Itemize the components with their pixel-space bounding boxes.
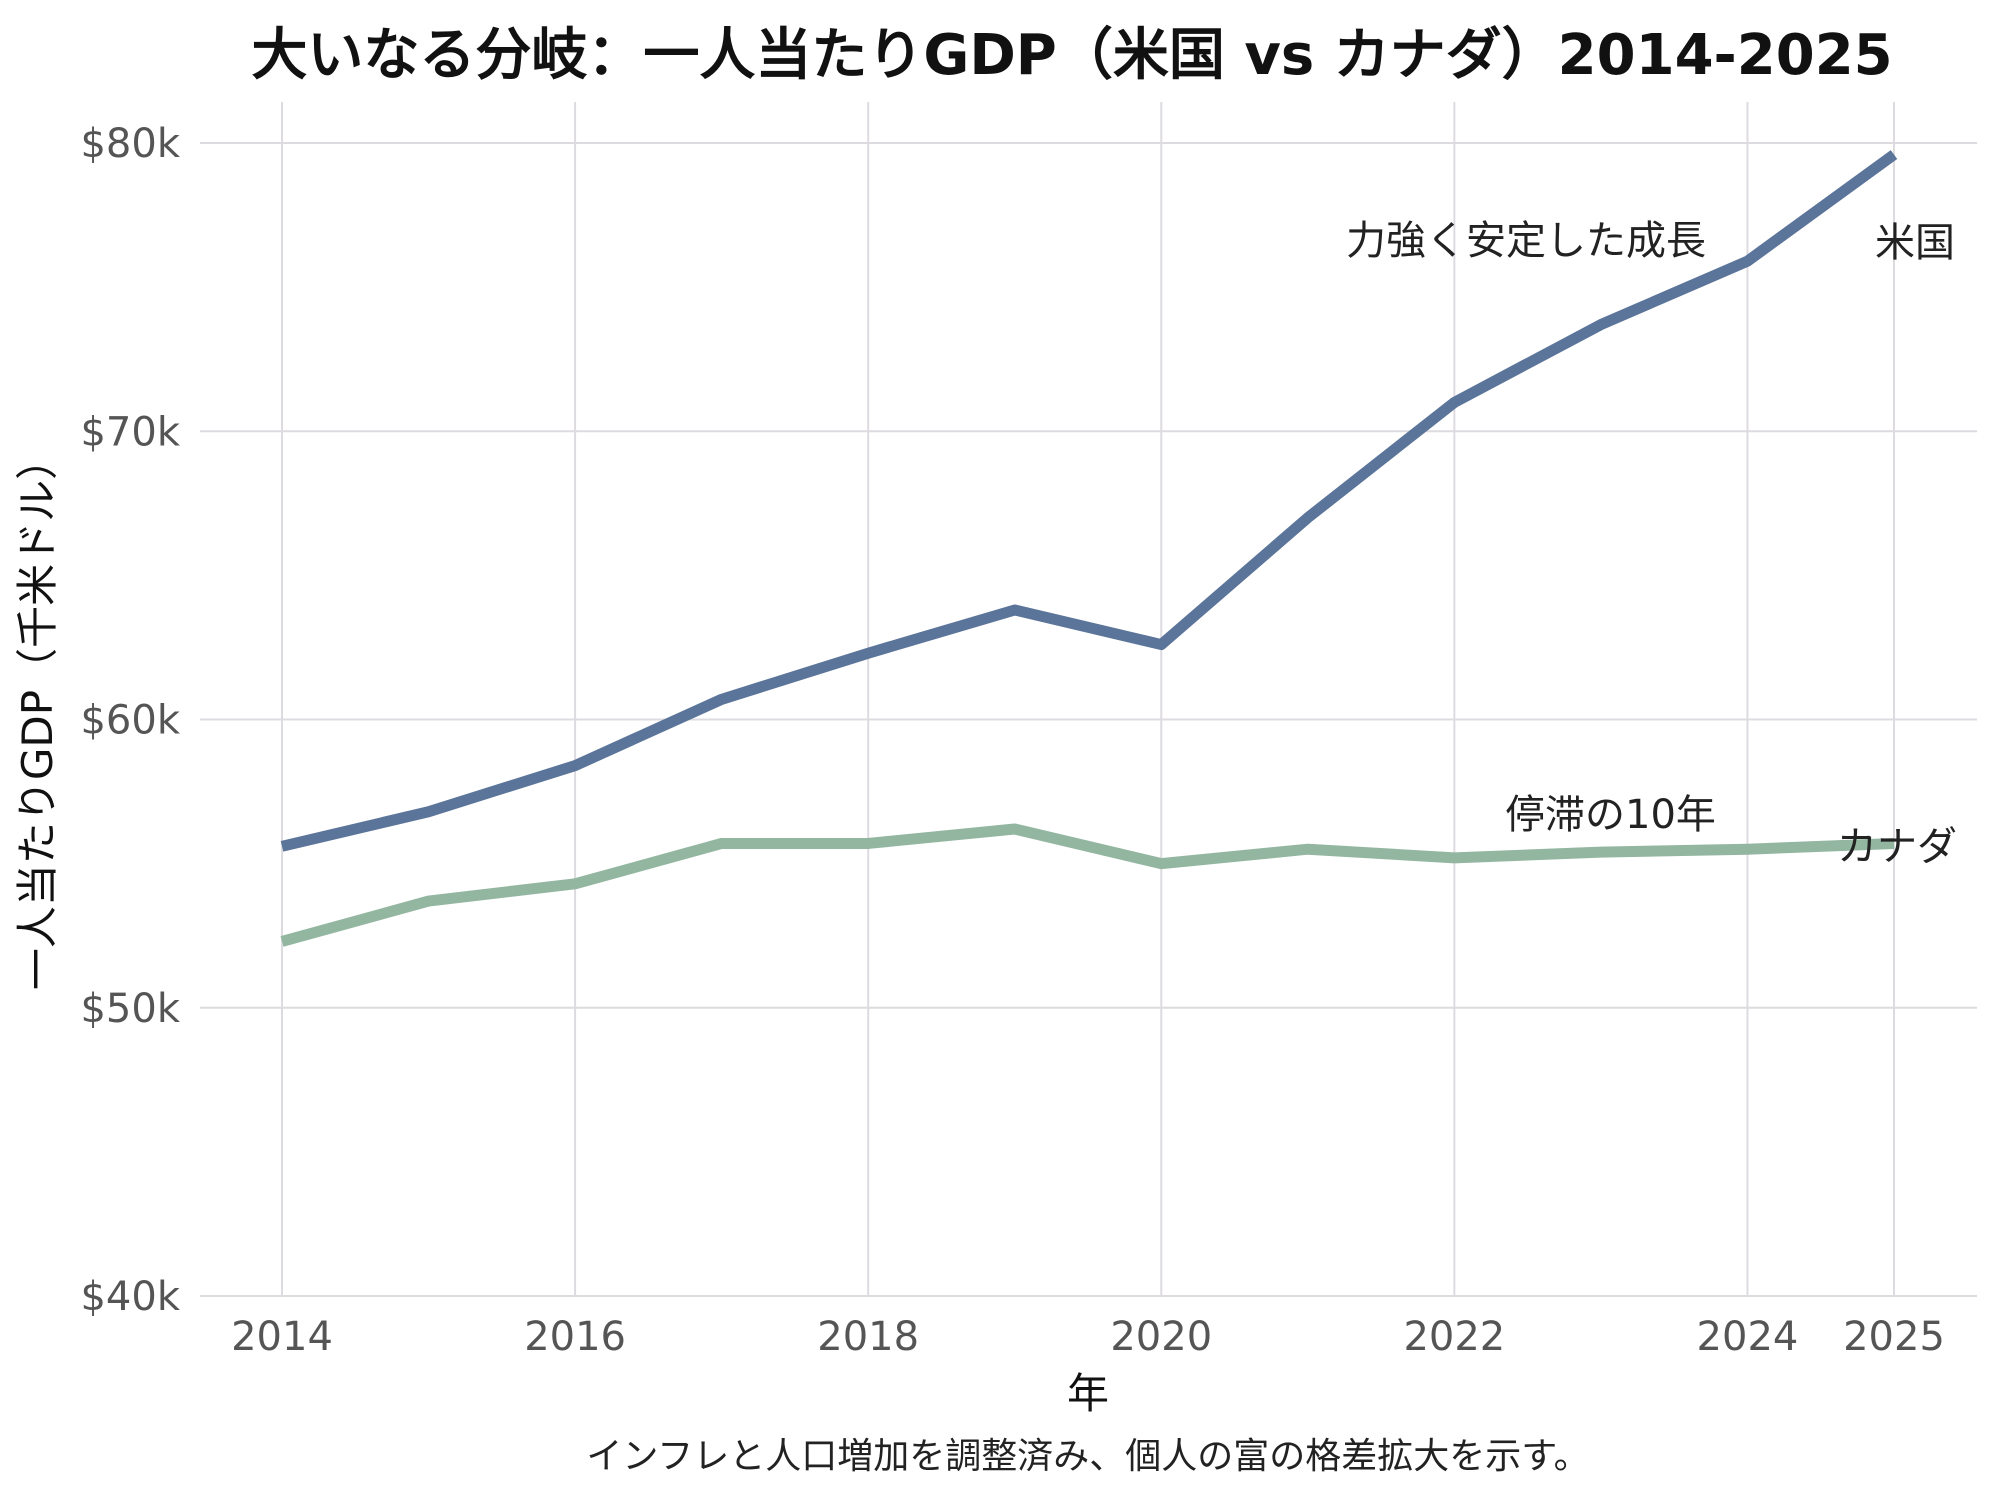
y-tick-label: $50k (80, 986, 180, 1032)
series-line-canada (280, 823, 1895, 947)
series-line-us (280, 150, 1898, 852)
x-tick-label: 2014 (231, 1314, 333, 1360)
x-tick-label: 2018 (817, 1314, 919, 1360)
chart-caption: インフレと人口増加を調整済み、個人の富の格差拡大を示す。 (586, 1436, 1589, 1477)
annotation-us-growth: 力強く安定した成長 (1346, 218, 1706, 264)
series-lines (280, 150, 1898, 947)
x-tick-label: 2024 (1697, 1314, 1799, 1360)
y-tick-label: $40k (80, 1274, 180, 1320)
chart-title: 大いなる分岐：一人当たりGDP（米国 vs カナダ）2014-2025 (251, 23, 1892, 88)
y-axis-ticks: $40k $50k $60k $70k $80k (80, 121, 180, 1320)
x-tick-label: 2022 (1403, 1314, 1505, 1360)
x-tick-label: 2020 (1110, 1314, 1212, 1360)
annotation-canada-stagnation: 停滞の10年 (1505, 792, 1716, 838)
grid (200, 102, 1977, 1297)
x-tick-label: 2016 (524, 1314, 626, 1360)
y-tick-label: $60k (80, 698, 180, 744)
y-tick-label: $70k (80, 409, 180, 455)
series-label-us: 米国 (1875, 220, 1955, 266)
series-label-canada: カナダ (1837, 824, 1957, 870)
x-tick-label: 2025 (1843, 1314, 1945, 1360)
y-tick-label: $80k (80, 121, 180, 167)
y-axis-label: 一人当たりGDP（千米ドル） (13, 438, 62, 990)
x-axis-ticks: 2014 2016 2018 2020 2022 2024 2025 (231, 1314, 1945, 1360)
x-axis-label: 年 (1067, 1369, 1109, 1418)
